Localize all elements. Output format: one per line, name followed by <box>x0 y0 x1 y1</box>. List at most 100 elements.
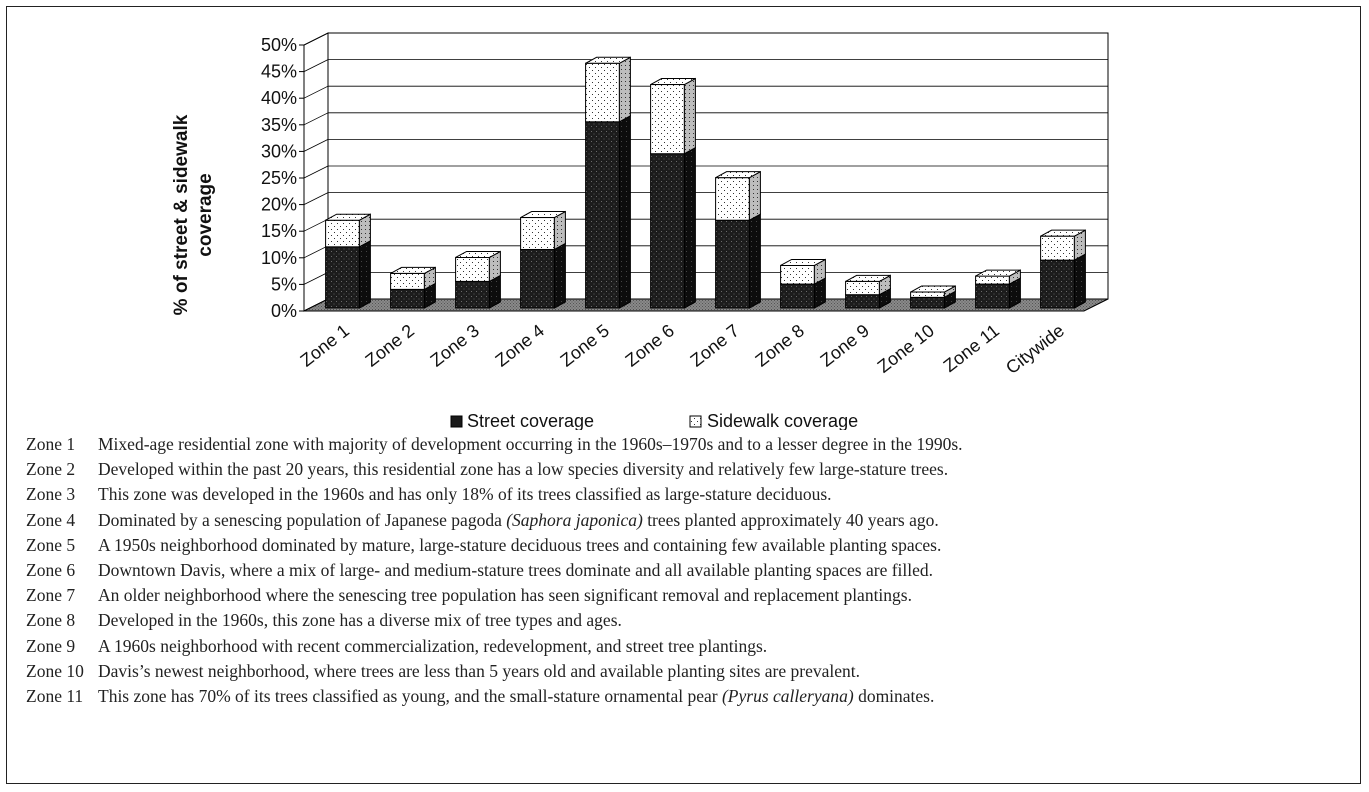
gridline-side <box>303 165 329 179</box>
zone-note-label: Zone 2 <box>26 459 76 480</box>
bar-group <box>780 258 826 309</box>
bar-group <box>975 269 1021 309</box>
bar-side <box>618 56 631 123</box>
y-tick-label: 20% <box>261 195 297 215</box>
zone-note-text: Davis’s newest neighborhood, where trees… <box>98 660 860 681</box>
y-tick-label: 40% <box>261 88 297 108</box>
y-axis-ticks: 0% 5% 10% 15% 20% 25% 30% 35% 40% 45% 50% <box>261 35 1084 321</box>
bar-group <box>520 210 566 309</box>
zone-note-species: (Saphora japonica) <box>506 509 643 530</box>
bar-top <box>455 250 501 258</box>
bar-side <box>553 210 566 251</box>
bar-street-coverage <box>1040 259 1075 309</box>
y-tick-label: 15% <box>261 221 297 241</box>
zone-note-row: Zone 8 Developed in the 1960s, this zone … <box>26 608 1346 633</box>
zone-note-row: Zone 3 This zone was developed in the 196… <box>26 482 1346 507</box>
zone-note-species: (Pyrus calleryana) <box>721 686 854 707</box>
bar-group <box>455 250 501 309</box>
bar-sidewalk-coverage <box>715 177 750 221</box>
bar-top <box>910 285 956 293</box>
y-tick-label: 0% <box>271 301 297 321</box>
y-tick-label: 50% <box>261 35 297 55</box>
x-tick-label: Zone 11 <box>940 320 1003 376</box>
zone-note-label: Zone 4 <box>26 509 76 530</box>
legend-swatch-sidewalk <box>689 415 702 428</box>
x-axis-ticks: Zone 1 Zone 2 Zone 3 Zone 4 Zone 5 Zone 6 Zone… <box>296 320 1067 378</box>
y-tick-label: 35% <box>261 115 297 135</box>
x-tick-label: Zone 1 <box>296 320 352 370</box>
gridline-side <box>303 272 329 285</box>
bar-street-coverage <box>390 288 425 309</box>
zone-note-text: This zone was developed in the 1960s and… <box>98 484 832 505</box>
gridline-side <box>303 139 329 152</box>
bar-street-coverage <box>975 283 1010 309</box>
bar-top <box>520 211 566 219</box>
bar-sidewalk-coverage <box>585 62 620 123</box>
bar-sidewalk-coverage <box>650 84 685 155</box>
zone-note-row: Zone 2 Developed within the past 20 years… <box>26 457 1346 482</box>
zone-note-text: Mixed-age residential zone with majority… <box>98 434 963 454</box>
legend-label-sidewalk: Sidewalk coverage <box>707 411 858 430</box>
bar-group <box>390 266 436 309</box>
x-tick-label: Zone 5 <box>556 320 612 370</box>
y-tick-label: 45% <box>261 62 297 82</box>
bar-top <box>715 171 761 179</box>
bar-street-coverage <box>325 246 360 309</box>
x-tick-label: Citywide <box>1002 320 1068 378</box>
gridline-side <box>303 59 329 72</box>
zone-note-row: Zone 4 Dominated by a senescing populatio… <box>26 508 1346 533</box>
zone-note-text: A 1950s neighborhood dominated by mature… <box>98 534 942 555</box>
legend-item-sidewalk: Sidewalk coverage <box>689 411 858 430</box>
gridline-side <box>303 112 329 126</box>
zone-note-text: Downtown Davis, where a mix of large- an… <box>98 560 934 581</box>
bar-sidewalk-coverage <box>390 272 425 290</box>
zone-note-text: Developed in the 1960s, this zone has a … <box>98 610 622 631</box>
bar-side <box>683 77 696 155</box>
x-tick-label: Zone 3 <box>426 320 482 370</box>
bar-side <box>748 213 761 309</box>
bar-group <box>715 170 761 309</box>
bar-top <box>1040 229 1086 237</box>
x-tick-label: Zone 4 <box>491 320 547 370</box>
zone-note-label: Zone 11 <box>26 686 84 707</box>
bar-top <box>975 269 1021 277</box>
zone-descriptions: Zone 1 Mixed-age residential zone with ma… <box>26 432 1346 709</box>
y-axis-label-line-1: % of street & sidewalk <box>171 114 192 315</box>
zone-note-text-after: trees planted approximately 40 years ago… <box>642 509 939 530</box>
bar-group <box>1040 229 1086 309</box>
bar-street-coverage <box>715 219 750 309</box>
gridline-side <box>303 32 329 46</box>
stacked-3d-bar-chart: 0%5%10%15%20%25%30%35%40%45%50% Zone 1 Zo… <box>171 32 1109 430</box>
zone-note-label: Zone 7 <box>26 585 76 606</box>
bar-group <box>650 77 696 309</box>
bar-sidewalk-coverage <box>910 291 945 298</box>
bar-street-coverage <box>910 296 945 309</box>
x-tick-label: Zone 8 <box>751 320 807 370</box>
x-tick-label: Zone 6 <box>621 320 677 370</box>
bar-top <box>845 274 891 282</box>
zone-note-text: This zone has 70% of its trees classifie… <box>98 684 934 709</box>
legend: Street coverage Sidewalk coverage <box>450 411 858 430</box>
bar-sidewalk-coverage <box>975 275 1010 285</box>
bar-side <box>748 170 761 222</box>
zone-note-row: Zone 9 A 1960s neighborhood with recent c… <box>26 634 1346 659</box>
bar-street-coverage <box>520 248 555 309</box>
bar-street-coverage <box>780 283 815 309</box>
bar-street-coverage <box>585 121 620 309</box>
zone-note-text: A 1960s neighborhood with recent commerc… <box>98 635 768 656</box>
legend-label-street: Street coverage <box>467 411 594 430</box>
bar-top <box>585 56 631 64</box>
bar-side <box>553 242 566 309</box>
y-tick-label: 30% <box>261 141 297 161</box>
bar-street-coverage <box>455 280 490 309</box>
bar-sidewalk-coverage <box>520 217 555 250</box>
gridline-side <box>303 218 329 232</box>
bar-group <box>845 274 891 309</box>
bar-top <box>650 78 696 86</box>
bar-sidewalk-coverage <box>1040 235 1075 261</box>
bar-street-coverage <box>845 294 880 309</box>
zone-note-label: Zone 5 <box>26 534 76 555</box>
bar-side <box>358 239 371 309</box>
bar-top <box>780 258 826 266</box>
legend-swatch-street <box>450 415 463 428</box>
